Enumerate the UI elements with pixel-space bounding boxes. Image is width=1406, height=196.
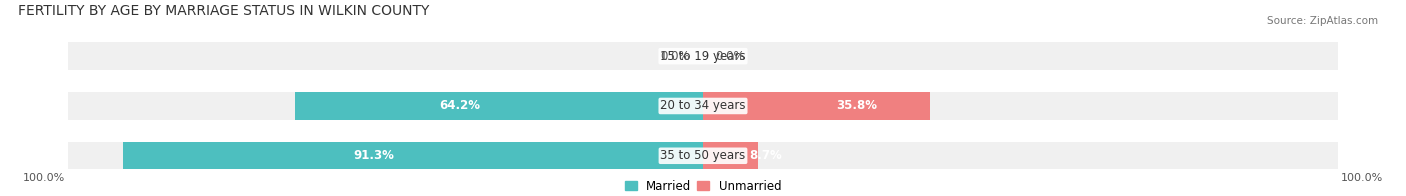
Text: 100.0%: 100.0%: [24, 173, 66, 183]
Text: 91.3%: 91.3%: [353, 149, 394, 162]
Text: 15 to 19 years: 15 to 19 years: [661, 50, 745, 63]
Text: 35.8%: 35.8%: [835, 100, 877, 113]
Bar: [703, 43, 1339, 70]
Bar: [703, 92, 1339, 120]
Legend: Married, Unmarried: Married, Unmarried: [624, 180, 782, 192]
Bar: [703, 142, 758, 170]
Text: 8.7%: 8.7%: [749, 149, 783, 162]
Text: Source: ZipAtlas.com: Source: ZipAtlas.com: [1267, 16, 1378, 26]
Text: 64.2%: 64.2%: [439, 100, 479, 113]
Text: 0.0%: 0.0%: [661, 50, 690, 63]
Text: FERTILITY BY AGE BY MARRIAGE STATUS IN WILKIN COUNTY: FERTILITY BY AGE BY MARRIAGE STATUS IN W…: [18, 4, 429, 18]
Text: 20 to 34 years: 20 to 34 years: [661, 100, 745, 113]
Bar: [67, 142, 703, 170]
Bar: [67, 43, 703, 70]
Text: 0.0%: 0.0%: [716, 50, 745, 63]
Bar: [295, 92, 703, 120]
Text: 100.0%: 100.0%: [1340, 173, 1382, 183]
Bar: [703, 142, 1339, 170]
Bar: [703, 92, 931, 120]
Text: 35 to 50 years: 35 to 50 years: [661, 149, 745, 162]
Bar: [67, 92, 703, 120]
Bar: [122, 142, 703, 170]
